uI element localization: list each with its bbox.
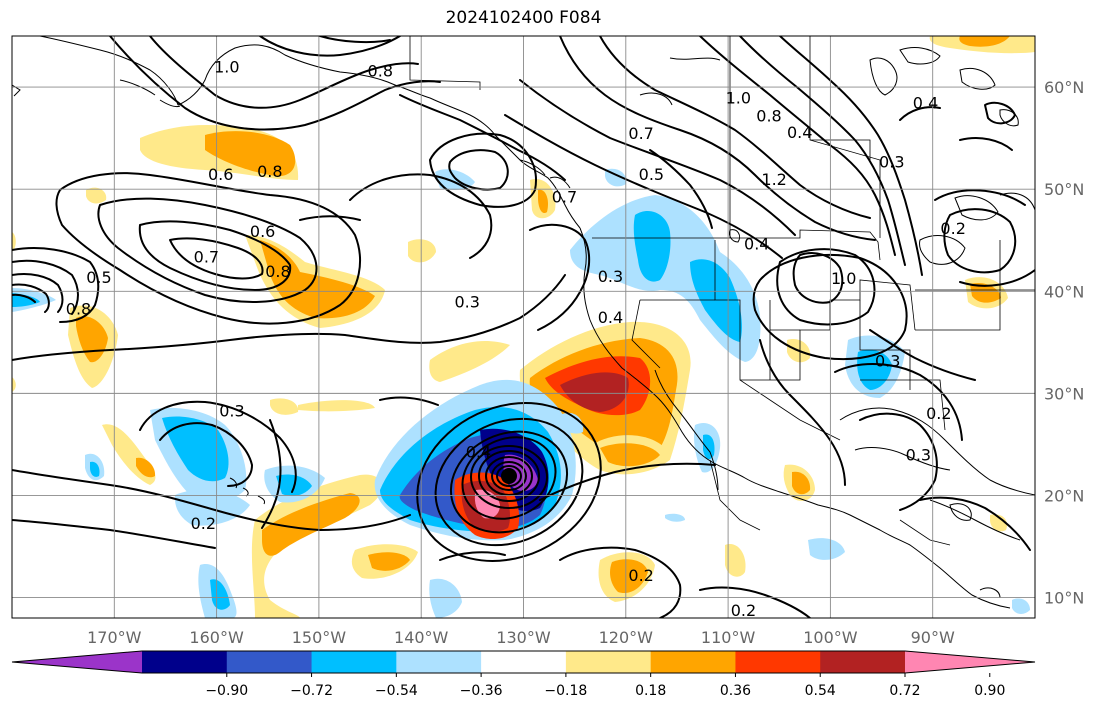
colorbar-segment	[396, 651, 482, 673]
contour-label: 0.7	[194, 248, 219, 267]
contour-label: 0.7	[552, 187, 577, 206]
contour-label: 0.4	[466, 443, 491, 462]
positive-anomaly-fill	[12, 36, 1035, 618]
contour-label-layer: 1.0 0.8 0.6 0.8 0.7 0.6 0.7 0.8 0.3 0.3 0.4 0.3 0.4 0…	[66, 58, 966, 620]
longitude-tick-label: 160°W	[189, 628, 244, 647]
contour-label: 1.0	[214, 58, 239, 77]
contour-label: 0.3	[879, 153, 904, 172]
latitude-tick-label: 30°N	[1044, 384, 1084, 403]
contour-label: 0.2	[940, 219, 965, 238]
contour-label: 1.0	[831, 269, 856, 288]
gridlines	[12, 36, 1035, 618]
colorbar-segment	[226, 651, 313, 673]
contour-label: 0.3	[598, 267, 623, 286]
colorbar-segment	[735, 651, 821, 673]
colorbar-segment	[650, 651, 736, 673]
contour-label: 0.3	[455, 292, 480, 311]
contour-label: 0.4	[598, 308, 623, 327]
contour-label: 0.8	[756, 107, 781, 126]
colorbar-tick-label: −0.54	[375, 683, 418, 699]
storm-contours	[416, 402, 602, 562]
contour-label: 0.8	[368, 62, 393, 81]
longitude-tick-labels: 170°W 160°W 150°W 140°W 130°W 120°W 110°W 100°W…	[87, 628, 955, 647]
colorbar-tick-label: −0.18	[544, 683, 587, 699]
colorbar-tick-label: 0.18	[635, 683, 666, 699]
contour-label: 0.2	[191, 514, 216, 533]
colorbar-segment	[565, 651, 652, 673]
contour-label: 0.4	[787, 123, 812, 142]
colorbar-segment	[142, 651, 228, 673]
contour-label: 0.3	[875, 352, 900, 371]
contour-label: 0.8	[265, 262, 290, 281]
contour-label: 0.5	[639, 165, 664, 184]
colorbar-segment	[820, 651, 906, 673]
colorbar-outline	[11, 650, 1036, 674]
contour-label: 0.3	[906, 446, 931, 465]
contour-label: 0.2	[731, 601, 756, 620]
map-panel: 1.0 0.8 0.6 0.8 0.7 0.6 0.7 0.8 0.3 0.3 0.4 0.3 0.4 0…	[12, 36, 1035, 620]
contour-lines	[12, 36, 1035, 618]
colorbar: −0.90 −0.72 −0.54 −0.36 −0.18 0.18 0.36 0.54 0.7…	[11, 650, 1036, 699]
contour-label: 0.3	[219, 402, 244, 421]
latitude-tick-label: 20°N	[1044, 486, 1084, 505]
contour-label: 0.6	[208, 165, 233, 184]
longitude-tick-label: 140°W	[394, 628, 449, 647]
contour-label: 0.2	[926, 404, 951, 423]
colorbar-tick-label: −0.90	[205, 683, 248, 699]
contour-label: 1.2	[761, 170, 786, 189]
contour-label: 0.8	[66, 300, 91, 319]
colorbar-tick-label: −0.72	[290, 683, 333, 699]
colorbar-segment	[481, 651, 567, 673]
colorbar-extend-low	[12, 651, 142, 673]
map-frame	[11, 35, 1036, 619]
latitude-tick-labels: 60°N 50°N 40°N 30°N 20°N 10°N	[1044, 78, 1084, 608]
longitude-tick-label: 150°W	[292, 628, 347, 647]
longitude-tick-label: 90°W	[911, 628, 955, 647]
longitude-tick-label: 130°W	[496, 628, 551, 647]
contour-label: 0.4	[744, 234, 769, 253]
contour-label: 0.8	[257, 162, 282, 181]
latitude-tick-label: 10°N	[1044, 589, 1084, 608]
longitude-tick-label: 110°W	[701, 628, 756, 647]
contour-label: 0.7	[628, 124, 653, 143]
contour-label: 0.2	[628, 566, 653, 585]
longitude-tick-label: 100°W	[803, 628, 858, 647]
contour-label: 0.6	[250, 222, 275, 241]
map-title: 2024102400 F084	[445, 8, 602, 28]
colorbar-tick-label: 0.90	[974, 683, 1005, 699]
colorbar-tick-label: 0.36	[720, 683, 751, 699]
contour-label: 0.5	[86, 268, 111, 287]
colorbar-tick-label: −0.36	[460, 683, 503, 699]
longitude-tick-label: 120°W	[599, 628, 654, 647]
colorbar-tick-label: 0.54	[805, 683, 836, 699]
latitude-tick-label: 60°N	[1044, 78, 1084, 97]
colorbar-extend-high	[905, 651, 1035, 673]
latitude-tick-label: 50°N	[1044, 180, 1084, 199]
contour-label: 0.4	[913, 93, 938, 112]
contour-label: 1.0	[726, 88, 751, 107]
colorbar-segment	[311, 651, 397, 673]
longitude-tick-label: 170°W	[87, 628, 142, 647]
colorbar-tick-label: 0.72	[889, 683, 920, 699]
latitude-tick-label: 40°N	[1044, 282, 1084, 301]
